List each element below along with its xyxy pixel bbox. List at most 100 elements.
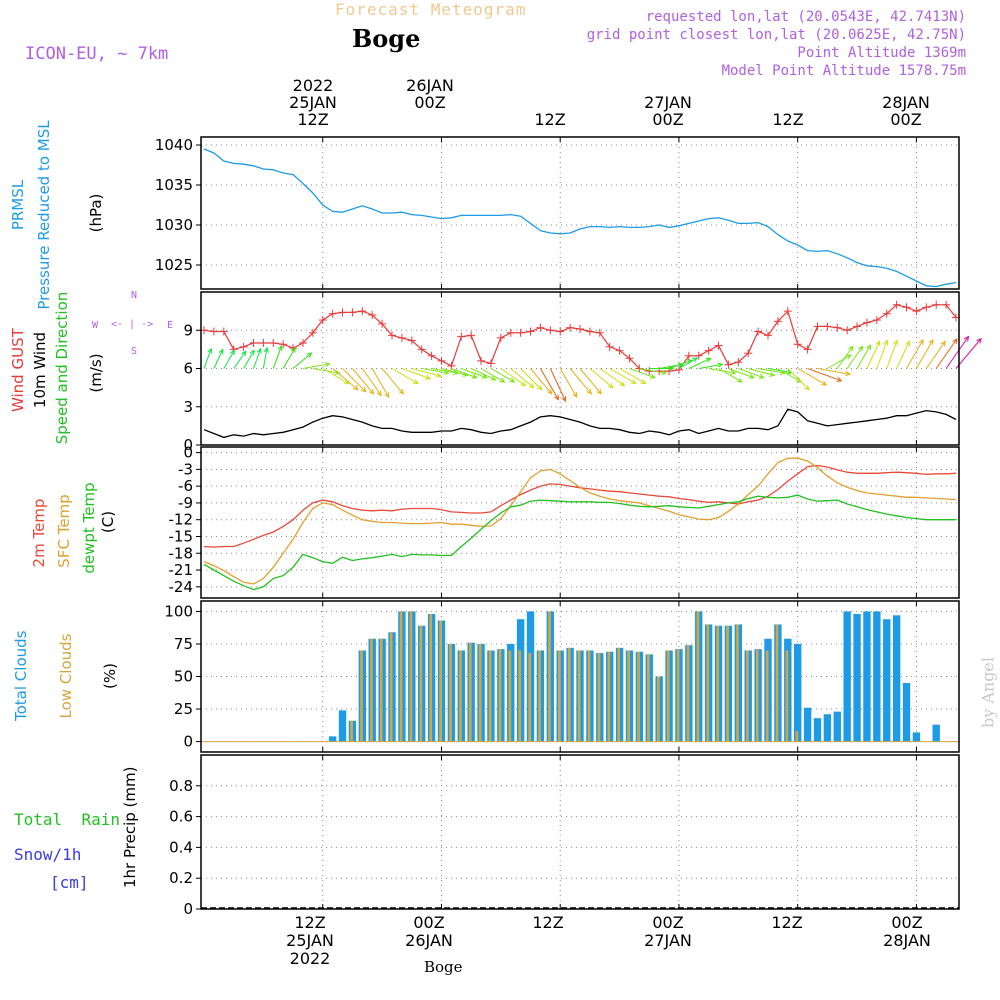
wind-arrow-head xyxy=(607,383,614,389)
y-tick-label: 0 xyxy=(183,900,193,918)
low-cloud-bar xyxy=(409,611,413,742)
wind-arrow xyxy=(718,368,743,383)
compass-n-label: N xyxy=(131,290,138,301)
compass-e-label: E xyxy=(167,320,174,331)
wind-arrow xyxy=(777,368,802,383)
wind-arrow-head xyxy=(963,335,970,342)
total-rain-label: Total Rain xyxy=(14,810,120,829)
top-time-label: 28JAN 00Z xyxy=(882,93,930,129)
low-cloud-bar xyxy=(617,647,621,742)
total-cloud-bar xyxy=(902,683,911,742)
wind-arrow-head xyxy=(277,344,283,351)
wind-arrow-head xyxy=(263,346,269,353)
compass-arrows-icon: <- | -> xyxy=(111,319,154,330)
y-tick-label: 0 xyxy=(183,733,193,751)
wind-arrow xyxy=(876,340,888,369)
wind-arrow xyxy=(787,368,810,391)
wind-arrow-head xyxy=(952,338,958,345)
wind-arrow-head xyxy=(412,379,419,385)
wind-arrow xyxy=(758,368,785,374)
station-title: Boge xyxy=(352,24,421,53)
low-cloud-bar xyxy=(627,650,630,742)
wind-arrow-head xyxy=(229,349,235,356)
wind-arrow xyxy=(302,363,330,369)
wind-arrow xyxy=(915,339,934,369)
wind-arrow-head xyxy=(692,357,699,363)
low-cloud-bar xyxy=(775,624,779,742)
wind-arrow-head xyxy=(845,370,852,377)
panel-frame xyxy=(200,136,960,290)
wind-arrow xyxy=(896,341,910,369)
wind-arrow xyxy=(451,368,477,379)
low-cloud-bar xyxy=(567,647,571,742)
wind-arrow xyxy=(530,368,553,395)
wind-arrow-head xyxy=(218,348,224,355)
panel-frame xyxy=(200,754,960,910)
wind-arrow-head xyxy=(241,350,247,357)
wind-arrow-head xyxy=(858,345,864,352)
wind-arrow xyxy=(322,368,349,384)
wind-arrow xyxy=(203,348,212,369)
total-cloud-bar xyxy=(863,611,871,742)
y-tick-label: 0.2 xyxy=(169,869,193,887)
wind-arrow xyxy=(371,368,390,398)
wind-arrow-head xyxy=(499,377,506,383)
low-cloud-bar xyxy=(508,650,512,742)
wind-arrow-head xyxy=(640,379,647,385)
wind-arrow-head xyxy=(561,396,567,403)
wind-arrow xyxy=(925,341,946,369)
total-cloud-bar xyxy=(853,614,861,742)
low-cloud-bar xyxy=(706,624,710,742)
wind-arrow xyxy=(480,368,505,383)
wind-arrow-head xyxy=(668,365,675,372)
low-cloud-bar xyxy=(399,611,403,742)
wind-arrow-head xyxy=(758,373,765,379)
wind-arrow-head xyxy=(661,369,668,376)
wind-arrow xyxy=(461,368,487,379)
wind-arrow xyxy=(629,368,656,379)
wind-arrow xyxy=(797,368,827,386)
low-cloud-bar xyxy=(379,638,383,742)
total-cloud-bar xyxy=(813,718,822,742)
wind-arrow-head xyxy=(324,361,331,368)
low-cloud-bar xyxy=(746,650,749,742)
wind-arrow-head xyxy=(554,394,559,401)
y-tick-label: 0.4 xyxy=(169,838,193,856)
low-cloud-bar xyxy=(429,614,433,742)
snow-label: Snow/1h xyxy=(14,845,82,864)
top-time-label: 2022 25JAN 12Z xyxy=(289,76,337,129)
wind-arrow-head xyxy=(334,369,341,376)
low-cloud-bar xyxy=(419,625,423,742)
wind-arrow-head xyxy=(384,392,390,399)
wind-arrow-head xyxy=(368,388,375,395)
bottom-time-label: 12Z xyxy=(532,913,564,932)
wind-arrow-head xyxy=(619,381,626,387)
low-cloud-bar xyxy=(755,649,759,742)
wind-arrow xyxy=(510,368,535,389)
wind-arrow-head xyxy=(940,340,946,347)
wind-arrow-head xyxy=(249,349,255,356)
wind-arrow-head xyxy=(845,354,852,360)
low-cloud-bar xyxy=(350,720,353,742)
y-tick-label: 75 xyxy=(174,635,193,653)
wind-arrow-head xyxy=(256,347,262,354)
wind-arrow xyxy=(233,351,247,369)
low-cloud-bar xyxy=(587,650,591,742)
wind-arrow xyxy=(490,368,515,383)
wind-arrow xyxy=(569,368,592,395)
wind-arrow xyxy=(668,359,692,369)
low-cloud-bar xyxy=(686,645,690,742)
model-point-altitude: Model Point Altitude 1578.75m xyxy=(721,63,966,79)
wind-arrow xyxy=(332,368,359,391)
wind-arrow xyxy=(886,340,898,369)
wind-arrow-head xyxy=(528,383,535,389)
wind-arrow xyxy=(262,347,268,369)
footer-station: Boge xyxy=(424,958,463,976)
total-cloud-bar xyxy=(883,619,891,742)
y-tick-label: -12 xyxy=(169,511,194,529)
wind-arrow-head xyxy=(435,372,442,378)
total-cloud-bar xyxy=(932,724,940,742)
grid-point-coords: grid point closest lon,lat (20.0625E, 42… xyxy=(586,27,966,43)
wind-arrow xyxy=(539,368,559,400)
wind-arrow-head xyxy=(509,377,516,383)
